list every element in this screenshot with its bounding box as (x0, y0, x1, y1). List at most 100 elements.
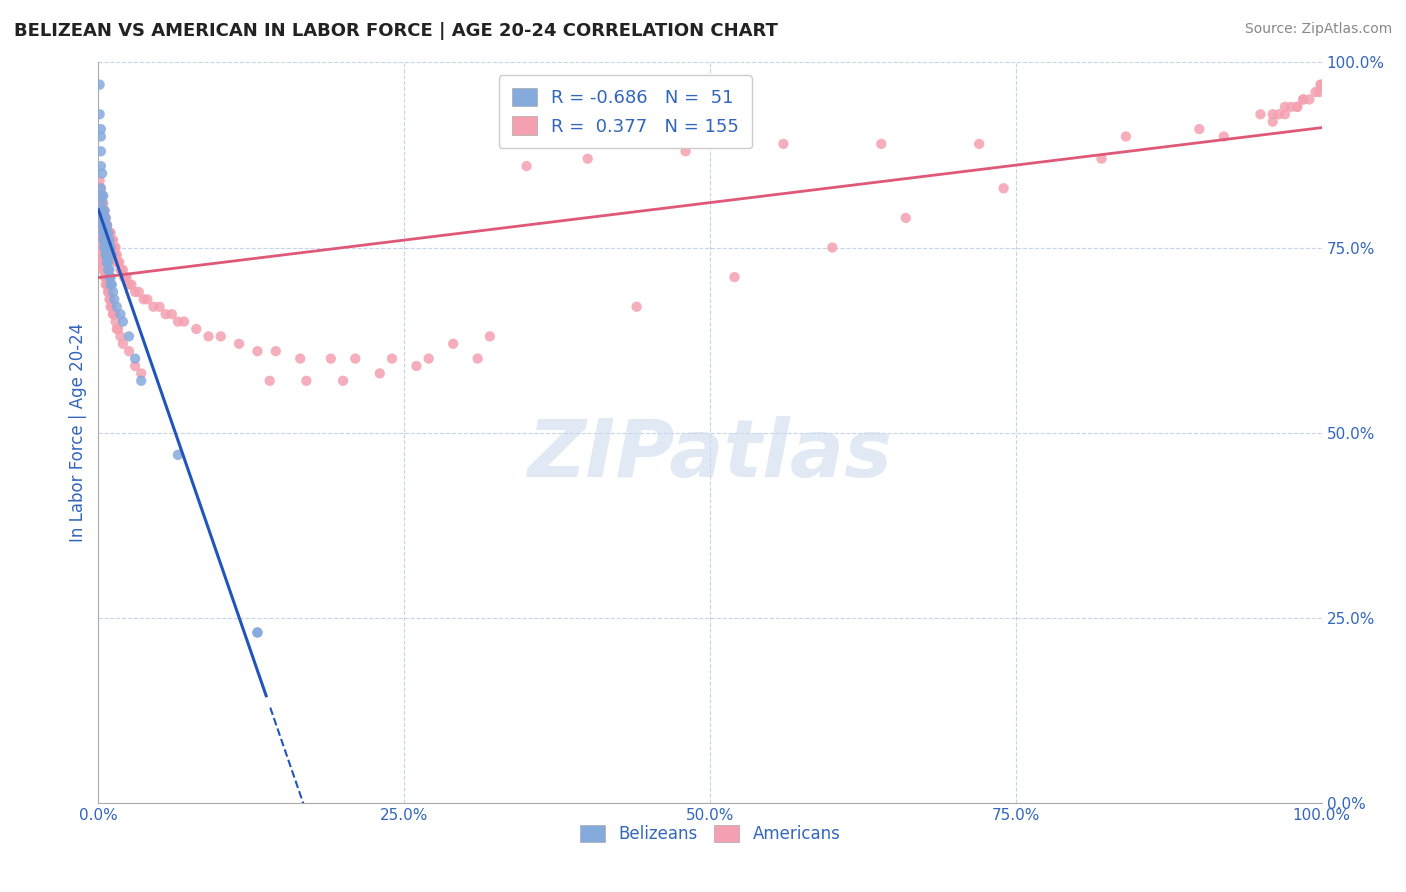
Point (124, 285, 146, 299)
Point (576, 152, 599, 166)
Point (418, 351, 440, 366)
Point (107, 322, 129, 336)
Point (101, 248, 124, 262)
Point (97, 255, 120, 269)
Point (332, 374, 354, 388)
Point (1274, 107, 1296, 121)
Point (97, 262, 120, 277)
Point (1274, 100, 1296, 114)
Point (90, 211, 112, 225)
Point (626, 300, 648, 314)
Point (90, 226, 112, 240)
Point (118, 344, 141, 359)
Point (100, 293, 122, 307)
Point (1305, 85, 1327, 99)
Point (93, 233, 115, 247)
Point (1310, 78, 1333, 92)
Point (441, 336, 464, 351)
Point (105, 300, 128, 314)
Point (1261, 107, 1284, 121)
Point (91, 188, 114, 202)
Point (104, 240, 127, 255)
Point (295, 374, 318, 388)
Point (91, 226, 114, 240)
Point (105, 322, 128, 336)
Point (94, 211, 117, 225)
Point (1286, 100, 1309, 114)
Point (101, 240, 124, 255)
Point (96, 277, 118, 292)
Point (98, 240, 121, 255)
Point (94, 270, 117, 285)
Point (167, 314, 190, 328)
Point (93, 203, 115, 218)
Point (967, 136, 990, 151)
Point (91, 219, 114, 233)
Text: Source: ZipAtlas.com: Source: ZipAtlas.com (1244, 22, 1392, 37)
Point (91, 226, 114, 240)
Point (515, 159, 537, 173)
Point (155, 307, 177, 321)
Point (91, 211, 114, 225)
Point (91, 203, 114, 218)
Point (89, 211, 111, 225)
Point (101, 307, 124, 321)
Text: ZIPatlas: ZIPatlas (527, 416, 893, 494)
Point (90, 203, 112, 218)
Point (98, 226, 121, 240)
Y-axis label: In Labor Force | Age 20-24: In Labor Force | Age 20-24 (69, 323, 87, 542)
Legend: Belizeans, Americans: Belizeans, Americans (574, 819, 846, 850)
Point (97, 226, 120, 240)
Point (91, 262, 114, 277)
Point (97, 285, 120, 299)
Point (91, 219, 114, 233)
Point (91, 188, 114, 202)
Point (93, 211, 115, 225)
Point (723, 270, 745, 285)
Point (160, 307, 183, 321)
Point (98, 293, 121, 307)
Point (90, 248, 112, 262)
Point (319, 351, 342, 366)
Point (381, 351, 404, 366)
Point (90, 181, 112, 195)
Point (93, 219, 115, 233)
Point (100, 226, 122, 240)
Point (93, 262, 115, 277)
Point (96, 255, 118, 269)
Point (89, 78, 111, 92)
Point (100, 300, 122, 314)
Point (246, 625, 269, 640)
Point (90, 219, 112, 233)
Point (94, 240, 117, 255)
Point (167, 448, 190, 462)
Point (89, 203, 111, 218)
Point (1261, 114, 1284, 128)
Point (107, 255, 129, 269)
Point (104, 248, 127, 262)
Point (96, 219, 118, 233)
Point (115, 270, 138, 285)
Point (103, 240, 125, 255)
Point (1279, 100, 1302, 114)
Point (100, 277, 122, 292)
Point (93, 233, 115, 247)
Point (1309, 78, 1331, 92)
Point (149, 300, 172, 314)
Point (90, 181, 112, 195)
Point (91, 233, 114, 247)
Point (478, 329, 501, 343)
Point (1249, 107, 1271, 121)
Point (111, 262, 134, 277)
Point (97, 226, 120, 240)
Point (91, 203, 114, 218)
Point (108, 255, 131, 269)
Point (1308, 85, 1330, 99)
Point (96, 226, 118, 240)
Point (111, 336, 134, 351)
Point (97, 226, 120, 240)
Point (209, 329, 232, 343)
Point (111, 262, 134, 277)
Point (91, 188, 114, 202)
Point (91, 211, 114, 225)
